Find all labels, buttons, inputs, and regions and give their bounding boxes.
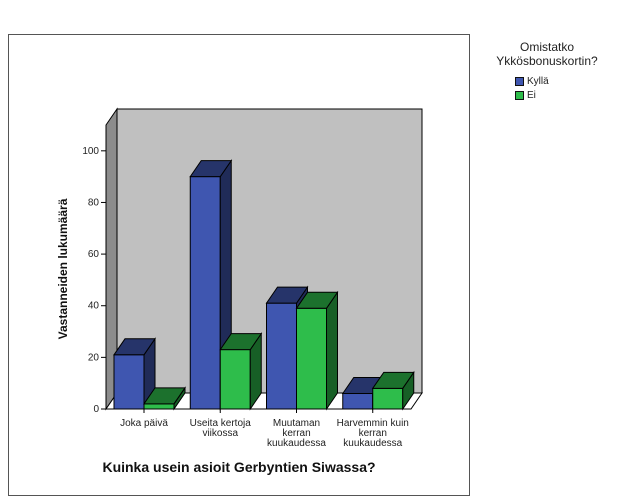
y-tick-label: 0 [93,404,99,415]
chart-frame: 0 20 40 60 80 100 Vastanneiden lukumäärä Joka p… [8,34,470,496]
legend-item-ei: Ei [515,88,622,102]
y-tick-label: 80 [88,197,100,208]
legend-title-line: Ykkösbonuskortin? [496,54,598,68]
bar-top [143,387,186,405]
bar-ei-1 [143,386,186,411]
x-tick-label: kuukaudessa [267,438,326,449]
bar-top [113,338,156,356]
bar-front [372,387,404,410]
bar-front [143,403,175,410]
bar-top [265,286,309,304]
x-tick-label: Useita kertoja [190,418,252,429]
legend-title: Omistatko Ykkösbonuskortin? [472,40,622,68]
y-tick-label: 60 [88,249,100,260]
y-tick-label: 20 [88,352,100,363]
bar-front [266,302,297,410]
bar-ei-2 [219,332,263,411]
bar-front [189,176,221,410]
bar-chart: 0 20 40 60 80 100 Vastanneiden lukumäärä Joka p… [56,107,423,475]
bar-side [326,290,338,411]
legend-swatch [515,76,524,86]
bar-ei-3 [295,290,339,411]
x-tick-label: Harvemmin kuin [337,418,409,429]
bar-top [295,291,339,309]
bar-top [189,160,233,178]
bar-front [296,307,327,410]
bar-front [219,349,251,410]
bar-ei-4 [371,370,415,411]
bar-front [342,393,374,410]
bar-top [371,371,415,389]
x-tick-label: Muutaman [273,418,320,429]
y-tick-label: 100 [82,146,99,157]
x-tick-label: kerran [359,428,387,439]
y-axis-label: Vastanneiden lukumäärä [56,198,70,339]
y-tick-label: 40 [88,301,100,312]
legend-swatch [515,90,524,100]
x-tick-label: Joka päivä [120,418,168,429]
legend: Omistatko Ykkösbonuskortin? Kyllä Ei [472,40,622,102]
x-tick-label: kuukaudessa [343,438,402,449]
legend-title-line: Omistatko [519,40,574,54]
legend-item-kylla: Kyllä [515,74,622,88]
x-tick-label: viikossa [202,428,238,439]
bar-top [219,333,263,351]
legend-label: Kyllä [527,75,549,87]
x-tick-label: kerran [282,428,310,439]
legend-label: Ei [527,89,536,101]
x-axis-label: Kuinka usein asioit Gerbyntien Siwassa? [102,459,375,475]
bar-front [113,354,145,410]
